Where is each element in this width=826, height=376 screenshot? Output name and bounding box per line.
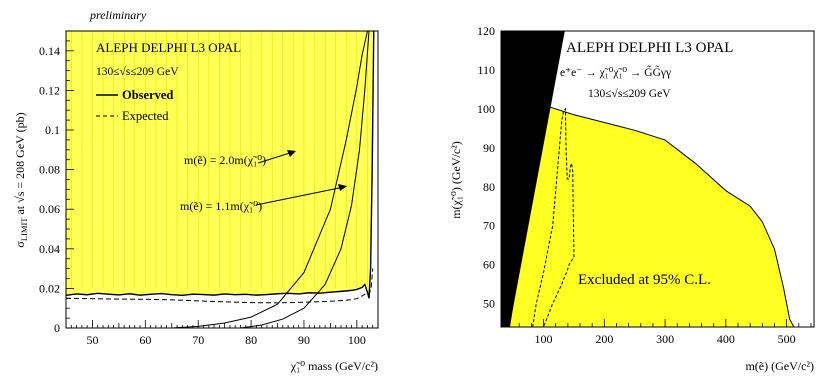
left-ylabel-rest: at √s = 208 GeV (pb) — [13, 112, 27, 217]
right-xlabel: m(ẽ) (GeV/c²) — [745, 359, 814, 373]
right-region-label: Excluded at 95% C.L. — [578, 272, 711, 288]
annotation-1.1-arrowhead — [338, 184, 347, 191]
left-y-tick-label: 0.08 — [39, 163, 60, 177]
left-excluded-region — [66, 31, 374, 299]
right-x-tick-label: 200 — [595, 332, 613, 346]
left-y-tick-label: 0 — [54, 321, 60, 335]
right-y-tick-label: 120 — [477, 24, 495, 38]
right-forbidden-region — [501, 31, 565, 327]
right-y-tick-label: 70 — [483, 219, 495, 233]
legend-expected-label: Expected — [122, 109, 169, 123]
annotation-1.1: m(ẽ) = 1.1m(χ̃₁⁰) — [180, 199, 262, 213]
left-ylabel-sigma: σ — [13, 241, 27, 248]
left-xlabel: χ̃₁⁰ mass (GeV/c²) — [290, 359, 378, 373]
right-ylabel: m(χ̃₁⁰) (GeV/c²) — [449, 141, 463, 219]
left-hatch — [70, 31, 368, 289]
left-x-tick-label: 60 — [139, 333, 151, 347]
left-chart: 50 60 70 80 90 100 0 0.02 0.04 0.06 0.08 0.1 0.12 0.1… — [13, 8, 379, 373]
right-y-tick-label: 80 — [483, 180, 495, 194]
right-frame — [500, 30, 815, 328]
left-y-tick-label: 0.06 — [39, 202, 60, 216]
left-energy-range: 130≤√s≤209 GeV — [96, 65, 179, 78]
legend-observed-label: Observed — [122, 88, 173, 102]
left-ylabel: σLIMIT at √s = 208 GeV (pb) — [13, 112, 29, 247]
left-y-tick-label: 0.1 — [45, 123, 60, 137]
left-x-tick-label: 100 — [348, 333, 366, 347]
right-experiments: ALEPH DELPHI L3 OPAL — [566, 40, 733, 56]
right-y-tick-label: 90 — [483, 141, 495, 155]
left-series-observed — [65, 30, 375, 299]
right-x-tick-label: 500 — [778, 332, 796, 346]
left-experiments: ALEPH DELPHI L3 OPAL — [96, 40, 241, 55]
annotation-2.0: m(ẽ) = 2.0m(χ̃₁⁰) — [184, 153, 266, 167]
svg-text:σLIMIT at √s = 208 GeV (pb): σLIMIT at √s = 208 GeV (pb) — [13, 112, 29, 247]
right-energy-range: 130≤√s≤209 GeV — [588, 87, 671, 100]
left-x-tick-label: 70 — [192, 333, 204, 347]
left-series-m-2-0m- — [171, 30, 368, 329]
left-y-tick-label: 0.02 — [39, 281, 60, 295]
left-curves — [65, 30, 375, 329]
right-x-tick-label: 400 — [717, 332, 735, 346]
right-excluded-region — [508, 104, 795, 328]
annotation-2.0-arrow — [257, 151, 294, 164]
left-y-tick-label: 0.12 — [39, 83, 60, 97]
left-watermark: preliminary — [89, 8, 147, 22]
right-process: e⁺e⁻ → χ̃₁⁰χ̃₁⁰ → G̃G̃γγ — [560, 65, 671, 79]
left-x-tick-label: 50 — [86, 333, 98, 347]
right-y-tick-label: 100 — [477, 102, 495, 116]
right-x-tick-label: 100 — [535, 332, 553, 346]
left-series-expected — [65, 268, 374, 304]
right-chart: 100 200 300 400 500 50 60 70 80 90 100 110 120 ALEPH… — [449, 24, 815, 373]
right-ylabel-text: m(χ̃₁⁰) (GeV/c²) — [449, 141, 463, 219]
right-axis-ticks: 100 200 300 400 500 50 60 70 80 90 100 110 120 — [477, 24, 812, 346]
right-y-tick-label: 60 — [483, 258, 495, 272]
annotation-2.0-arrowhead — [287, 150, 296, 157]
left-x-tick-label: 80 — [245, 333, 257, 347]
right-y-tick-label: 110 — [477, 63, 495, 77]
left-y-tick-label: 0.04 — [39, 242, 60, 256]
left-axis-ticks: 50 60 70 80 90 100 0 0.02 0.04 0.06 0.08 0.1 0.12 0.1… — [39, 30, 374, 347]
left-x-tick-label: 90 — [298, 333, 310, 347]
right-y-tick-label: 50 — [483, 297, 495, 311]
left-ylabel-sub: LIMIT — [19, 217, 29, 241]
left-y-tick-label: 0.14 — [39, 44, 60, 58]
right-x-tick-label: 300 — [656, 332, 674, 346]
left-series-m-1-1m- — [240, 30, 370, 329]
annotation-1.1-arrow — [255, 186, 345, 206]
